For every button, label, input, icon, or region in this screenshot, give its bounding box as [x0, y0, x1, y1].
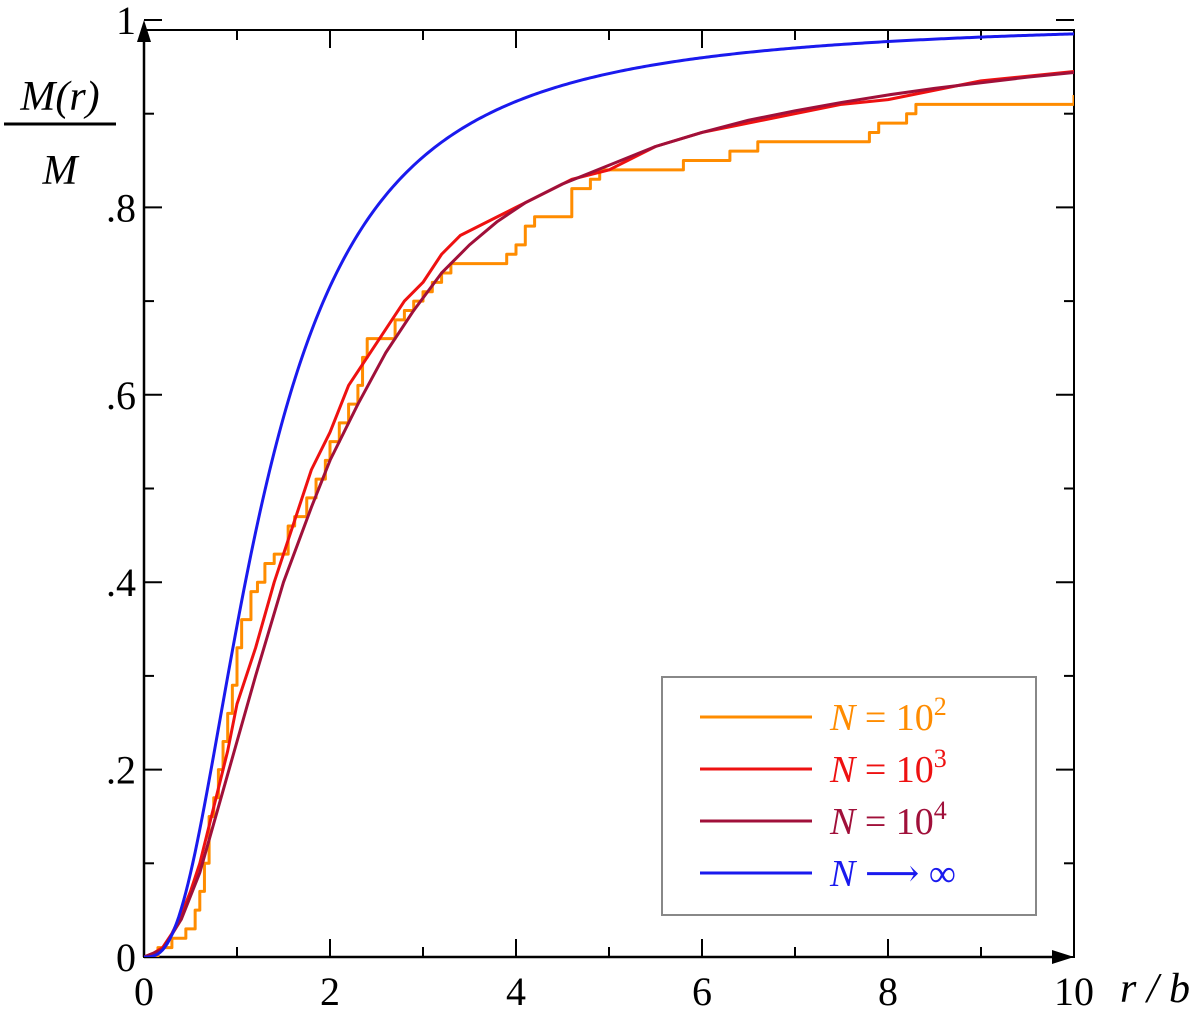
x-label: r / b [1120, 966, 1190, 1012]
legend-label: N ⟶ ∞ [829, 853, 956, 895]
series-line [144, 32, 1074, 957]
x-tick-label: 0 [134, 969, 154, 1014]
y-tick-label: 0 [116, 935, 136, 980]
series-lines [144, 32, 1074, 957]
y-tick-label: .4 [106, 560, 136, 605]
y-tick-label: .2 [106, 748, 136, 793]
axes [137, 19, 1075, 964]
legend-label: N = 104 [829, 796, 947, 843]
y-tick-label: 1 [116, 0, 136, 43]
y-tick-label: .8 [106, 185, 136, 230]
y-label-numerator: M(r) [19, 74, 99, 120]
x-tick-label: 4 [506, 969, 526, 1014]
x-tick-label: 6 [692, 969, 712, 1014]
series-line [144, 70, 1074, 957]
tick-labels: 0 2 4 6 8 10 0 .2 .4 .6 .8 1 [106, 0, 1094, 1014]
legend-label: N = 103 [829, 744, 947, 791]
y-label-denominator: M [42, 148, 80, 194]
legend-label: N = 102 [829, 692, 947, 739]
series-line [144, 70, 1074, 957]
x-tick-label: 8 [878, 969, 898, 1014]
x-tick-label: 10 [1054, 969, 1094, 1014]
y-tick-label: .6 [106, 373, 136, 418]
legend: N = 102 N = 103 N = 104 N ⟶ ∞ [661, 676, 1037, 916]
x-tick-label: 2 [320, 969, 340, 1014]
